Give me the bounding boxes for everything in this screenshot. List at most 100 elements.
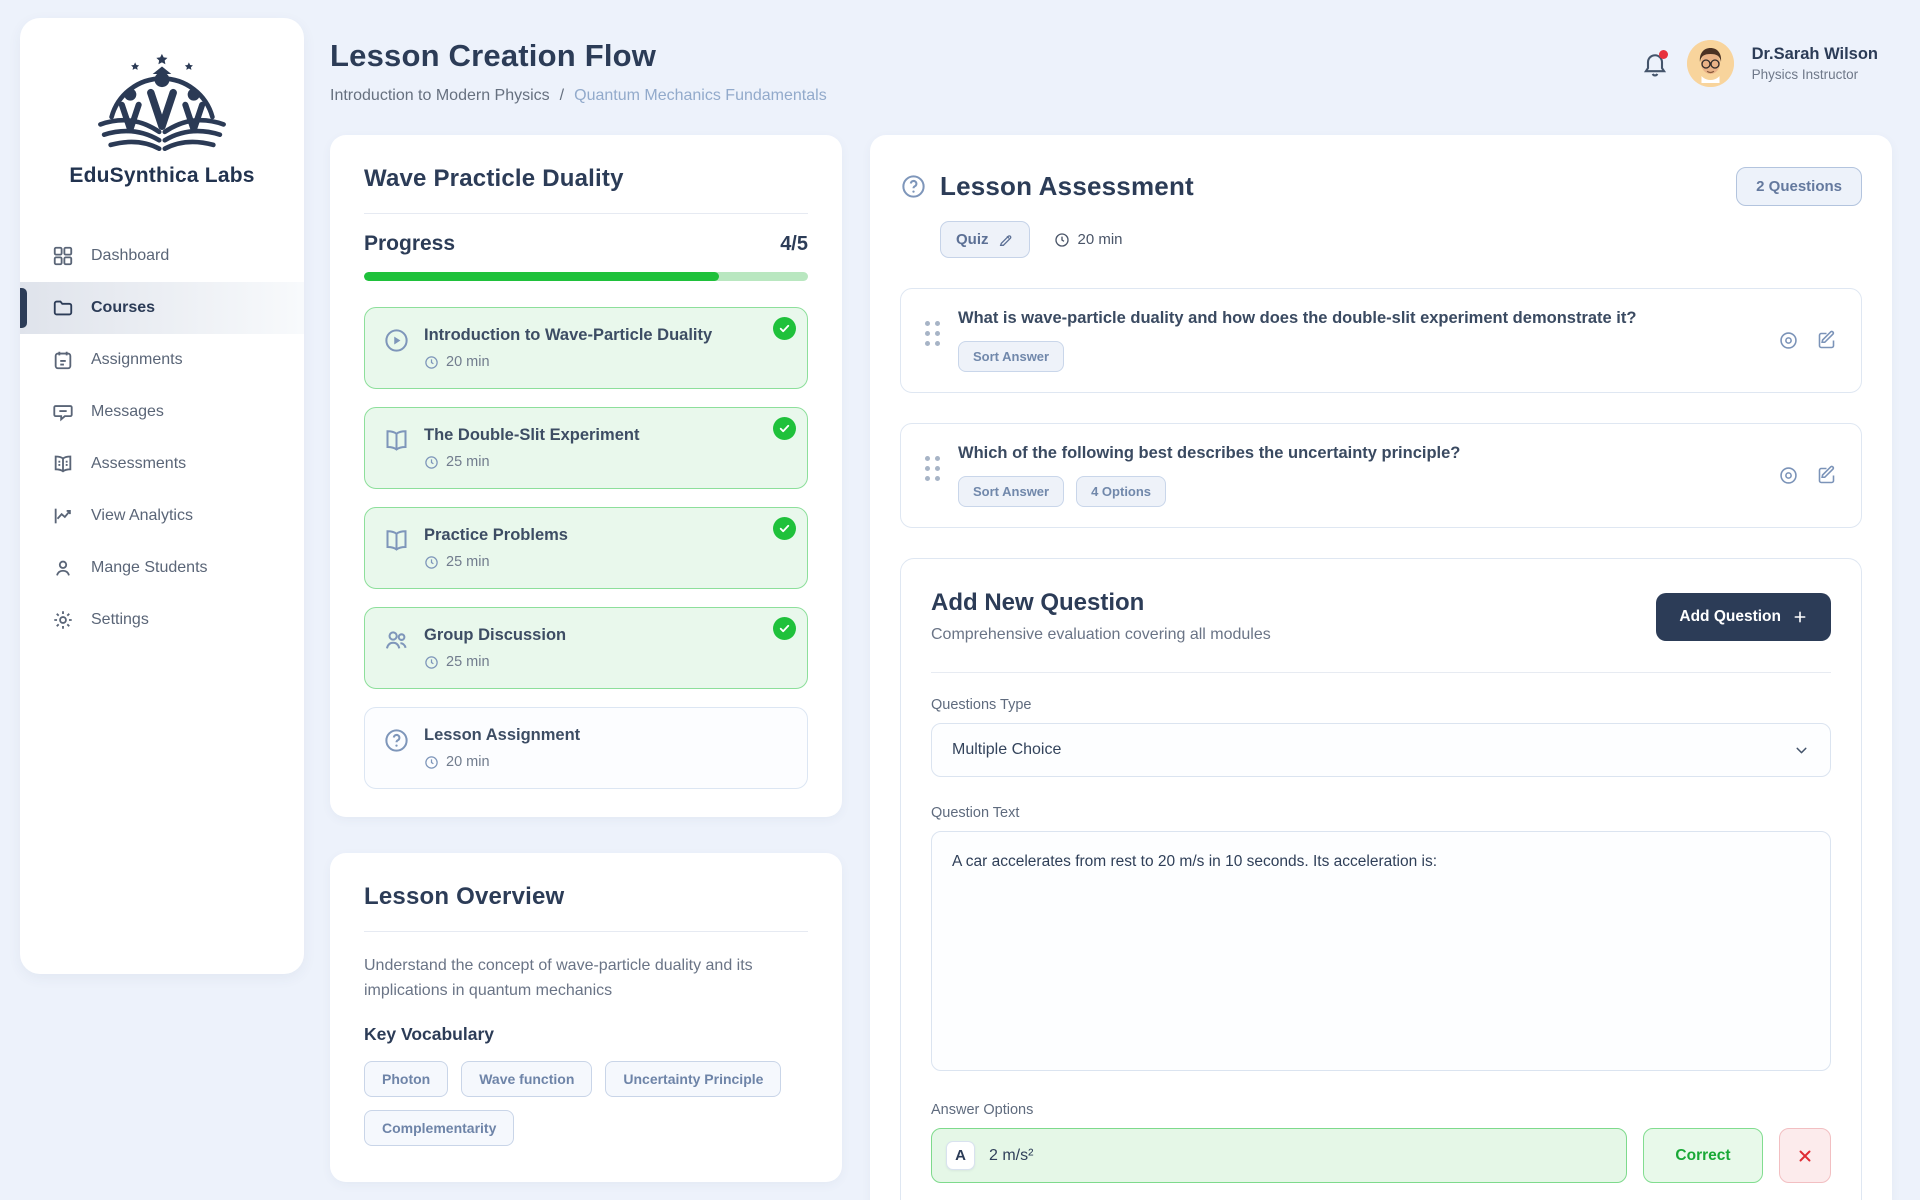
user-info: Dr.Sarah Wilson Physics Instructor bbox=[1752, 45, 1878, 82]
module-item-intro[interactable]: Introduction to Wave-Particle Duality 20… bbox=[364, 307, 808, 389]
question-row: Which of the following best describes th… bbox=[900, 423, 1862, 528]
message-bubble-icon bbox=[53, 405, 73, 422]
question-type-badge: Sort Answer bbox=[958, 341, 1065, 372]
module-title: Group Discussion bbox=[424, 626, 567, 644]
breadcrumb-parent[interactable]: Introduction to Modern Physics bbox=[330, 87, 550, 104]
users-icon bbox=[385, 631, 407, 649]
question-count-badge: 2 Questions bbox=[1736, 167, 1862, 206]
divider bbox=[364, 213, 808, 214]
quiz-type-label: Quiz bbox=[956, 231, 989, 248]
sidebar-item-label: Dashboard bbox=[91, 247, 170, 264]
drag-handle[interactable] bbox=[925, 321, 940, 346]
module-title: Practice Problems bbox=[424, 526, 568, 544]
clock-icon bbox=[425, 355, 438, 369]
user-name: Dr.Sarah Wilson bbox=[1751, 45, 1878, 63]
assessment-header: Lesson Assessment 2 Questions bbox=[900, 167, 1862, 206]
clock-icon bbox=[425, 455, 438, 469]
answer-option-row-a: A 2 m/s² Correct bbox=[931, 1128, 1831, 1183]
assignments-clipboard-icon bbox=[54, 351, 72, 370]
left-column: Wave Practicle Duality Progress 4/5 Intr… bbox=[330, 135, 842, 1182]
vocab-tag: Uncertainty Principle bbox=[605, 1060, 782, 1097]
progress-bar-fill bbox=[364, 272, 720, 281]
assessment-title: Lesson Assessment bbox=[940, 171, 1194, 201]
edusynthica-logo-icon bbox=[98, 53, 226, 152]
right-column: Lesson Assessment 2 Questions Quiz 20 mi… bbox=[870, 135, 1892, 1200]
edit-button[interactable] bbox=[1816, 465, 1837, 486]
sidebar-item-label: Courses bbox=[91, 299, 156, 316]
question-actions bbox=[1778, 330, 1837, 351]
header-right: Dr.Sarah Wilson Physics Instructor bbox=[1641, 40, 1878, 87]
module-duration: 25 min bbox=[446, 554, 490, 570]
user-role: Physics Instructor bbox=[1751, 67, 1859, 82]
module-item-double-slit[interactable]: The Double-Slit Experiment 25 min bbox=[364, 407, 808, 489]
clock-icon bbox=[1054, 232, 1069, 247]
folder-icon bbox=[53, 300, 73, 316]
assessment-meta: Quiz 20 min bbox=[900, 221, 1862, 258]
lesson-title: Wave Practicle Duality bbox=[364, 165, 624, 192]
overview-title: Lesson Overview bbox=[364, 883, 565, 910]
sidebar: EduSynthica Labs Dashboard Courses Assig… bbox=[20, 18, 304, 974]
vocabulary-tags: Photon Wave function Uncertainty Princip… bbox=[364, 1060, 808, 1146]
sidebar-item-label: Assignments bbox=[91, 351, 183, 368]
preview-button[interactable] bbox=[1778, 330, 1799, 351]
question-type-label: Questions Type bbox=[931, 697, 1032, 713]
answer-option-input-a[interactable]: A 2 m/s² bbox=[931, 1128, 1627, 1183]
add-question-button[interactable]: Add Question bbox=[1656, 592, 1831, 641]
student-person-icon bbox=[56, 560, 70, 576]
assessment-duration-text: 20 min bbox=[1077, 231, 1123, 248]
question-options-badge: 4 Options bbox=[1076, 476, 1167, 507]
open-book-icon bbox=[54, 455, 72, 473]
question-text-label: Question Text bbox=[931, 805, 1020, 821]
lesson-overview-card: Lesson Overview Understand the concept o… bbox=[330, 853, 842, 1182]
sidebar-item-assessments[interactable]: Assessments bbox=[20, 438, 304, 490]
breadcrumb-current: Quantum Mechanics Fundamentals bbox=[574, 87, 827, 104]
dashboard-grid-icon bbox=[53, 246, 73, 266]
sidebar-item-label: Assessments bbox=[91, 455, 187, 472]
sidebar-item-label: View Analytics bbox=[91, 507, 193, 524]
lesson-modules-card: Wave Practicle Duality Progress 4/5 Intr… bbox=[330, 135, 842, 817]
module-title: Introduction to Wave-Particle Duality bbox=[424, 326, 713, 344]
drag-handle[interactable] bbox=[925, 456, 940, 481]
breadcrumb: Introduction to Modern Physics / Quantum… bbox=[330, 87, 1920, 105]
progress-value: 4/5 bbox=[780, 232, 808, 255]
question-body: Which of the following best describes th… bbox=[958, 444, 1760, 507]
module-duration: 20 min bbox=[446, 754, 490, 770]
play-circle-icon bbox=[385, 329, 408, 352]
preview-button[interactable] bbox=[1778, 465, 1799, 486]
overview-description: Understand the concept of wave-particle … bbox=[364, 957, 753, 999]
question-row: What is wave-particle duality and how do… bbox=[900, 288, 1862, 393]
module-item-assignment[interactable]: Lesson Assignment 20 min bbox=[364, 707, 808, 789]
sidebar-item-view-analytics[interactable]: View Analytics bbox=[20, 490, 304, 542]
option-text: 2 m/s² bbox=[989, 1146, 1034, 1164]
sidebar-item-dashboard[interactable]: Dashboard bbox=[20, 230, 304, 282]
delete-option-button[interactable] bbox=[1779, 1128, 1831, 1183]
question-text-input[interactable]: A car accelerates from rest to 20 m/s in… bbox=[931, 831, 1831, 1071]
module-item-discussion[interactable]: Group Discussion 25 min bbox=[364, 607, 808, 689]
eye-icon bbox=[1780, 332, 1797, 349]
sidebar-item-settings[interactable]: Settings bbox=[20, 594, 304, 646]
sidebar-item-assignments[interactable]: Assignments bbox=[20, 334, 304, 386]
question-circle-icon bbox=[902, 175, 925, 198]
sidebar-item-manage-students[interactable]: Mange Students bbox=[20, 542, 304, 594]
question-type-select[interactable]: Multiple Choice bbox=[931, 723, 1831, 777]
question-actions bbox=[1778, 465, 1837, 486]
edit-pencil-icon bbox=[1818, 465, 1835, 484]
notification-bell-icon[interactable] bbox=[1641, 49, 1669, 78]
assessment-duration: 20 min bbox=[1054, 231, 1123, 248]
check-icon bbox=[773, 317, 796, 340]
module-item-practice[interactable]: Practice Problems 25 min bbox=[364, 507, 808, 589]
correct-button[interactable]: Correct bbox=[1643, 1128, 1763, 1183]
check-icon bbox=[773, 617, 796, 640]
module-list: Introduction to Wave-Particle Duality 20… bbox=[364, 307, 808, 789]
sidebar-item-messages[interactable]: Messages bbox=[20, 386, 304, 438]
avatar[interactable] bbox=[1686, 40, 1734, 87]
edit-button[interactable] bbox=[1816, 330, 1837, 351]
clock-icon bbox=[425, 555, 438, 569]
gear-icon bbox=[54, 611, 72, 629]
vocab-tag: Complementarity bbox=[364, 1109, 515, 1146]
vocab-tag: Wave function bbox=[461, 1060, 593, 1097]
quiz-type-button[interactable]: Quiz bbox=[940, 221, 1030, 258]
edit-pencil-icon bbox=[1818, 330, 1835, 349]
sidebar-item-courses[interactable]: Courses bbox=[20, 282, 304, 334]
analytics-chart-icon bbox=[54, 508, 71, 524]
